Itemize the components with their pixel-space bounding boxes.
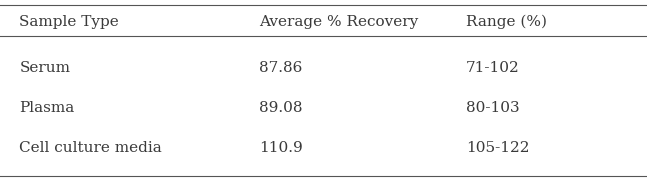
Text: 71-102: 71-102 xyxy=(466,61,520,75)
Text: 105-122: 105-122 xyxy=(466,141,529,155)
Text: 110.9: 110.9 xyxy=(259,141,303,155)
Text: Serum: Serum xyxy=(19,61,71,75)
Text: Plasma: Plasma xyxy=(19,101,74,115)
Text: Average % Recovery: Average % Recovery xyxy=(259,15,418,29)
Text: 80-103: 80-103 xyxy=(466,101,520,115)
Text: Sample Type: Sample Type xyxy=(19,15,119,29)
Text: Range (%): Range (%) xyxy=(466,14,547,29)
Text: 87.86: 87.86 xyxy=(259,61,302,75)
Text: 89.08: 89.08 xyxy=(259,101,302,115)
Text: Cell culture media: Cell culture media xyxy=(19,141,162,155)
